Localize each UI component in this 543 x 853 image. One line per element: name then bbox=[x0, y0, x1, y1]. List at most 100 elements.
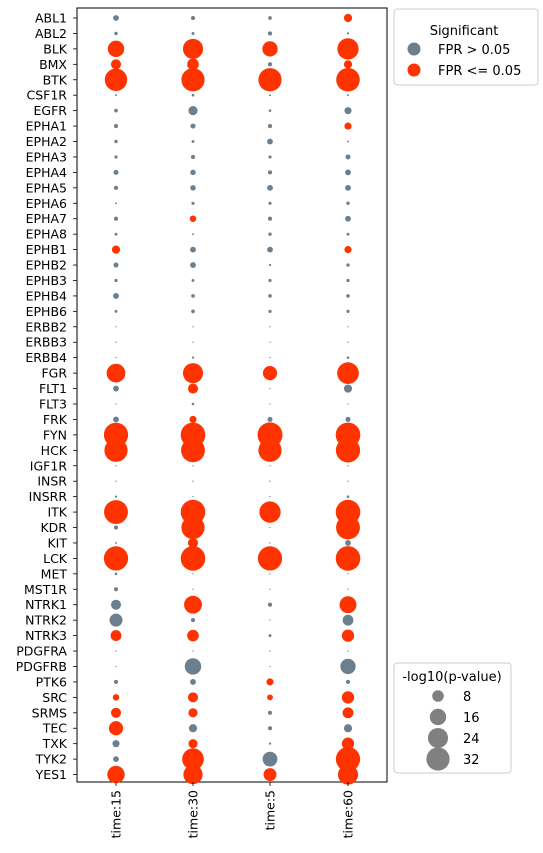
y-tick-label-pdgfra: PDGFRA bbox=[16, 644, 67, 659]
y-tick-label-kit: KIT bbox=[47, 535, 67, 550]
point-erbb3-time-30 bbox=[192, 341, 194, 343]
point-ephb4-time-15 bbox=[113, 293, 119, 299]
point-txk-time-5 bbox=[268, 742, 272, 745]
point-csf1r-time-60 bbox=[347, 94, 349, 97]
y-tick-label-tec: TEC bbox=[42, 721, 68, 736]
point-ntrk1-time-5 bbox=[267, 602, 273, 607]
point-lck-time-5 bbox=[257, 546, 283, 571]
point-src-time-5 bbox=[267, 694, 273, 701]
point-mst1r-time-15 bbox=[113, 587, 119, 592]
point-ephb3-time-15 bbox=[114, 278, 118, 283]
legend-size-label-16: 16 bbox=[463, 711, 480, 726]
point-abl2-time-30 bbox=[191, 31, 195, 35]
legend-size-entries: 8 16 24 32 bbox=[426, 690, 480, 771]
y-tick-label-fyn: FYN bbox=[43, 427, 67, 442]
y-tick-label-fgr: FGR bbox=[41, 366, 67, 381]
x-tick-label-time-30: time:30 bbox=[186, 790, 201, 838]
point-ephb3-time-5 bbox=[268, 278, 272, 283]
point-tyk2-time-15 bbox=[113, 756, 119, 763]
legend-label-fpr-high: FPR > 0.05 bbox=[438, 43, 510, 58]
point-abl1-time-30 bbox=[190, 15, 196, 21]
point-ntrk1-time-30 bbox=[184, 595, 202, 614]
point-mst1r-time-60 bbox=[347, 588, 349, 590]
point-fgr-time-5 bbox=[262, 366, 278, 381]
point-ephb2-time-60 bbox=[346, 263, 350, 267]
point-pdgfrb-time-5 bbox=[269, 665, 271, 668]
legend-size-label-32: 32 bbox=[463, 753, 480, 768]
point-ntrk2-time-60 bbox=[342, 614, 354, 626]
point-insrr-time-30 bbox=[192, 495, 194, 498]
y-tick-label-ephb4: EPHB4 bbox=[26, 288, 67, 303]
y-tick-label-btk: BTK bbox=[43, 72, 68, 87]
point-ephb6-time-15 bbox=[114, 309, 118, 313]
point-src-time-60 bbox=[341, 691, 355, 704]
point-tec-time-5 bbox=[267, 726, 273, 731]
point-epha6-time-15 bbox=[115, 202, 117, 205]
point-ephb1-time-15 bbox=[111, 245, 121, 254]
point-epha5-time-30 bbox=[190, 185, 196, 191]
point-yes1-time-15 bbox=[107, 765, 125, 784]
point-epha1-time-30 bbox=[190, 123, 196, 129]
point-pdgfra-time-30 bbox=[192, 650, 194, 652]
point-epha3-time-30 bbox=[190, 154, 196, 160]
y-tick-label-ephb2: EPHB2 bbox=[26, 258, 67, 273]
point-epha7-time-30 bbox=[189, 215, 197, 222]
point-epha2-time-5 bbox=[267, 138, 273, 145]
y-tick-label-blk: BLK bbox=[43, 41, 68, 56]
y-tick-label-mst1r: MST1R bbox=[24, 582, 67, 597]
point-epha4-time-5 bbox=[267, 170, 273, 175]
point-yes1-time-30 bbox=[183, 764, 203, 785]
point-erbb4-time-60 bbox=[346, 356, 350, 359]
point-lck-time-15 bbox=[103, 546, 129, 571]
legend-size-marker-8 bbox=[432, 690, 444, 702]
point-epha1-time-15 bbox=[113, 124, 119, 129]
point-ntrk3-time-60 bbox=[341, 629, 355, 642]
point-ptk6-time-60 bbox=[345, 679, 351, 684]
point-kit-time-60 bbox=[345, 540, 351, 546]
point-epha7-time-60 bbox=[345, 215, 351, 222]
point-csf1r-time-30 bbox=[191, 93, 195, 97]
point-hck-time-60 bbox=[335, 438, 361, 463]
point-blk-time-5 bbox=[262, 41, 278, 57]
point-epha7-time-15 bbox=[113, 216, 119, 221]
point-tyk2-time-5 bbox=[262, 751, 278, 767]
point-frk-time-60 bbox=[345, 416, 351, 422]
point-kdr-time-30 bbox=[181, 515, 205, 540]
point-ephb3-time-30 bbox=[191, 279, 195, 282]
point-txk-time-30 bbox=[188, 739, 198, 749]
y-tick-label-flt3: FLT3 bbox=[39, 397, 67, 412]
y-tick-label-pdgfrb: PDGFRB bbox=[16, 659, 67, 674]
point-epha8-time-15 bbox=[114, 232, 118, 236]
point-epha4-time-30 bbox=[190, 169, 196, 176]
point-igf1r-time-15 bbox=[115, 465, 117, 467]
y-tick-label-insrr: INSRR bbox=[29, 489, 68, 504]
y-tick-label-tyk2: TYK2 bbox=[35, 752, 67, 767]
point-igf1r-time-60 bbox=[347, 465, 349, 467]
point-pdgfrb-time-30 bbox=[184, 658, 202, 675]
point-egfr-time-60 bbox=[344, 107, 352, 115]
point-flt1-time-60 bbox=[343, 384, 353, 393]
point-flt3-time-5 bbox=[269, 403, 271, 405]
y-tick-label-src: SRC bbox=[42, 690, 67, 705]
point-lck-time-30 bbox=[180, 546, 206, 571]
point-hck-time-15 bbox=[104, 438, 128, 462]
point-abl1-time-60 bbox=[343, 13, 353, 23]
point-flt3-time-30 bbox=[191, 402, 195, 406]
point-pdgfrb-time-60 bbox=[340, 658, 356, 675]
point-abl1-time-5 bbox=[268, 16, 272, 20]
point-erbb2-time-15 bbox=[115, 326, 117, 328]
point-ntrk3-time-15 bbox=[110, 630, 122, 642]
point-epha8-time-30 bbox=[192, 233, 194, 236]
point-txk-time-15 bbox=[112, 740, 120, 748]
y-tick-label-frk: FRK bbox=[43, 412, 68, 427]
point-epha5-time-60 bbox=[345, 184, 351, 191]
point-insrr-time-60 bbox=[346, 495, 350, 498]
y-tick-label-abl2: ABL2 bbox=[35, 26, 67, 41]
point-kit-time-30 bbox=[187, 537, 199, 548]
point-tec-time-15 bbox=[108, 721, 124, 736]
plot-area-frame bbox=[76, 7, 388, 783]
point-ntrk3-time-30 bbox=[187, 629, 199, 642]
point-src-time-15 bbox=[112, 694, 120, 701]
y-tick-label-epha7: EPHA7 bbox=[26, 211, 67, 226]
